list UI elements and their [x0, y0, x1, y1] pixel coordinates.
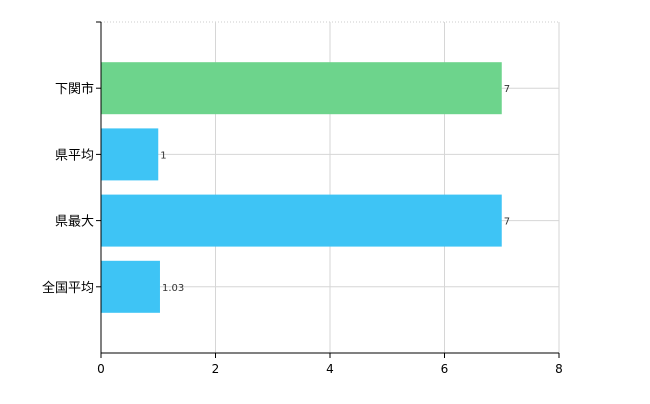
x-tick-label: 6	[441, 362, 449, 376]
x-tick-label: 4	[326, 362, 334, 376]
axes	[96, 21, 560, 358]
bar-value-label: 7	[504, 217, 510, 228]
x-tick-label: 2	[212, 362, 220, 376]
bar	[101, 194, 502, 247]
x-tick-label: 0	[97, 362, 105, 376]
bar	[101, 260, 160, 313]
bar	[101, 128, 159, 181]
category-label: 全国平均	[42, 280, 94, 296]
category-label: 県最大	[55, 215, 94, 230]
x-tick-label: 8	[555, 362, 563, 376]
bar-value-label: 1	[160, 150, 166, 161]
bar	[101, 62, 502, 115]
category-label: 下関市	[55, 81, 94, 97]
bar-value-label: 7	[504, 84, 510, 95]
bars	[101, 62, 502, 313]
category-label: 県平均	[55, 148, 94, 163]
bar-value-label: 1.03	[162, 283, 184, 294]
